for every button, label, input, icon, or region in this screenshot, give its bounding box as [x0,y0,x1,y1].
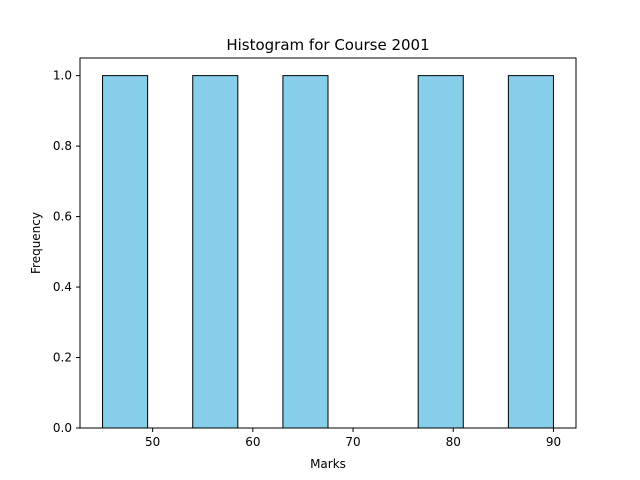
plot-frame [79,57,577,429]
y-tick-label: 1.0 [53,69,72,83]
histogram-bar [102,75,149,429]
histogram-bar [282,75,329,429]
histogram-bar [192,75,239,429]
x-tick-label: 50 [145,435,160,449]
y-axis-ticks: 0.0 0.2 0.4 0.6 0.8 1.0 [53,69,80,435]
x-tick-label: 90 [546,435,561,449]
x-tick-label: 80 [446,435,461,449]
histogram-bar [417,75,464,429]
x-axis-ticks: 50 60 70 80 90 [145,428,561,449]
bars-group [102,75,554,429]
y-tick-label: 0.4 [53,280,72,294]
chart-title: Histogram for Course 2001 [226,36,429,54]
y-tick-label: 0.2 [53,351,72,365]
histogram-bar [507,75,554,429]
x-tick-label: 70 [345,435,360,449]
y-axis-label: Frequency [29,212,43,274]
x-axis-label: Marks [310,457,346,471]
x-tick-label: 60 [245,435,260,449]
y-tick-label: 0.6 [53,210,72,224]
y-tick-label: 0.8 [53,139,72,153]
y-tick-label: 0.0 [53,421,72,435]
